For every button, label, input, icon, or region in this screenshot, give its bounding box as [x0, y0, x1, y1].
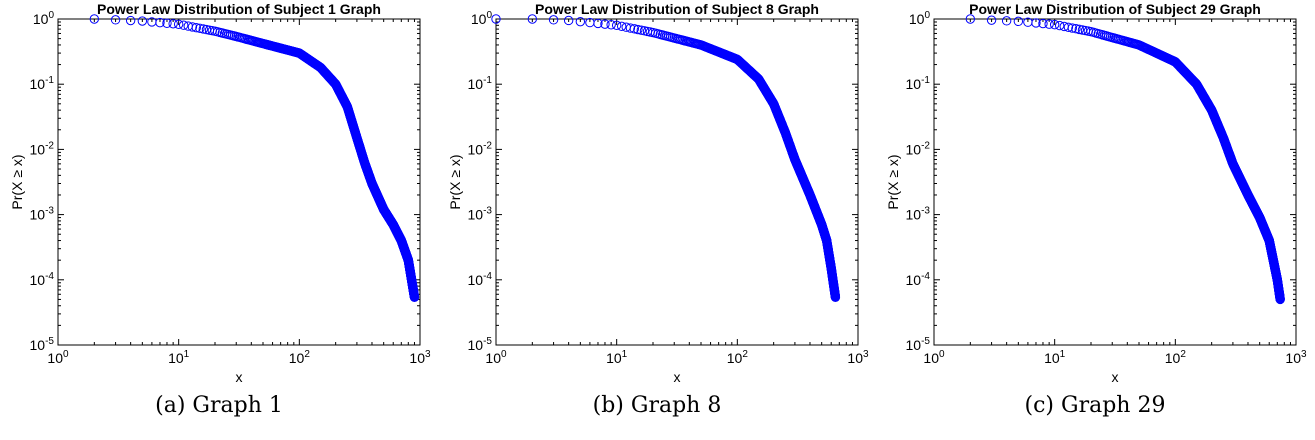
data-point — [548, 15, 559, 25]
chart-title: Power Law Distribution of Subject 29 Gra… — [969, 1, 1261, 17]
data-point — [187, 22, 198, 32]
data-point — [1054, 20, 1065, 31]
y-tick-label: 10-2 — [30, 140, 55, 157]
y-tick-label: 10-3 — [30, 206, 55, 223]
x-tick-label: 101 — [1044, 349, 1066, 366]
data-point — [491, 14, 501, 24]
data-point — [198, 24, 209, 34]
y-axis-label: Pr(X ≥ x) — [447, 154, 463, 209]
panel-b: Power Law Distribution of Subject 8 Grap… — [438, 0, 876, 440]
data-point — [155, 17, 165, 28]
chart-c: Power Law Distribution of Subject 29 Gra… — [885, 1, 1307, 385]
x-tick-label: 102 — [289, 349, 311, 366]
data-point — [636, 25, 647, 35]
data-point — [1063, 22, 1074, 32]
y-tick-label: 100 — [33, 10, 55, 27]
data-point — [195, 23, 205, 34]
x-tick-label: 103 — [847, 349, 869, 366]
caption-a: (a) Graph 1 — [155, 393, 283, 418]
x-tick-label: 100 — [47, 349, 69, 366]
data-point — [1049, 19, 1060, 30]
y-tick-label: 100 — [471, 10, 493, 27]
y-tick-label: 10-1 — [906, 75, 931, 92]
panel-c: Power Law Distribution of Subject 29 Gra… — [876, 0, 1314, 440]
data-point — [137, 16, 148, 26]
x-axis-label: x — [1112, 369, 1119, 385]
data-point — [1031, 18, 1041, 28]
caption-b: (b) Graph 8 — [592, 393, 722, 418]
y-axis-label: Pr(X ≥ x) — [9, 154, 25, 209]
plot-frame — [495, 18, 859, 346]
data-point — [191, 22, 202, 33]
x-tick-label: 100 — [923, 349, 945, 366]
y-axis-label: Pr(X ≥ x) — [885, 154, 901, 209]
y-tick-label: 10-3 — [906, 206, 931, 223]
x-tick-label: 100 — [485, 349, 507, 366]
data-point — [89, 14, 100, 24]
data-point — [600, 19, 610, 29]
data-point — [575, 16, 586, 27]
data-point — [563, 15, 574, 26]
chart-title: Power Law Distribution of Subject 8 Grap… — [535, 1, 819, 17]
y-tick-label: 10-1 — [30, 75, 55, 92]
data-point — [178, 20, 189, 30]
plot-frame — [57, 18, 421, 346]
panel-a: Power Law Distribution of Subject 1 Grap… — [0, 0, 438, 440]
x-tick-label: 102 — [727, 349, 749, 366]
data-point — [110, 15, 121, 25]
y-tick-label: 10-2 — [906, 140, 931, 157]
data-point — [633, 24, 643, 35]
series-ccdf — [965, 14, 1285, 305]
data-point — [616, 21, 627, 32]
y-tick-label: 10-5 — [906, 336, 931, 353]
y-tick-label: 10-4 — [30, 271, 55, 288]
x-tick-label: 101 — [606, 349, 628, 366]
data-point — [1038, 18, 1048, 29]
series-ccdf — [491, 14, 841, 302]
data-point — [1001, 16, 1012, 26]
x-tick-label: 103 — [1285, 349, 1307, 366]
data-point — [173, 19, 184, 29]
data-point — [986, 15, 997, 25]
x-axis-label: x — [236, 369, 243, 385]
x-tick-label: 103 — [409, 349, 431, 366]
data-point — [830, 292, 841, 302]
data-point — [527, 14, 538, 24]
y-tick-label: 100 — [909, 10, 931, 27]
chart-b: Power Law Distribution of Subject 8 Grap… — [447, 1, 869, 385]
data-point — [606, 20, 616, 30]
data-point — [162, 18, 172, 28]
data-point — [1275, 294, 1285, 305]
data-point — [168, 19, 178, 29]
y-tick-label: 10-1 — [468, 75, 493, 92]
y-tick-label: 10-4 — [468, 271, 493, 288]
y-tick-label: 10-5 — [30, 336, 55, 353]
y-tick-label: 10-5 — [468, 336, 493, 353]
y-tick-label: 10-3 — [468, 206, 493, 223]
data-point — [965, 14, 976, 24]
y-tick-label: 10-2 — [468, 140, 493, 157]
data-point — [611, 20, 622, 31]
data-point — [1013, 16, 1024, 27]
x-axis-label: x — [674, 369, 681, 385]
plot-frame — [933, 18, 1297, 346]
data-point — [593, 18, 603, 29]
y-tick-label: 10-4 — [906, 271, 931, 288]
chart-title: Power Law Distribution of Subject 1 Grap… — [97, 1, 381, 17]
caption-c: (c) Graph 29 — [1024, 393, 1166, 418]
data-point — [125, 15, 136, 26]
data-point — [1074, 24, 1085, 35]
data-point — [1071, 24, 1081, 34]
data-point — [625, 23, 636, 33]
data-point — [409, 292, 420, 302]
series-ccdf — [89, 14, 420, 302]
data-point — [629, 24, 640, 34]
x-tick-label: 102 — [1165, 349, 1187, 366]
chart-a: Power Law Distribution of Subject 1 Grap… — [9, 1, 431, 385]
data-point — [1067, 23, 1078, 33]
x-tick-label: 101 — [168, 349, 190, 366]
data-point — [1044, 19, 1054, 29]
